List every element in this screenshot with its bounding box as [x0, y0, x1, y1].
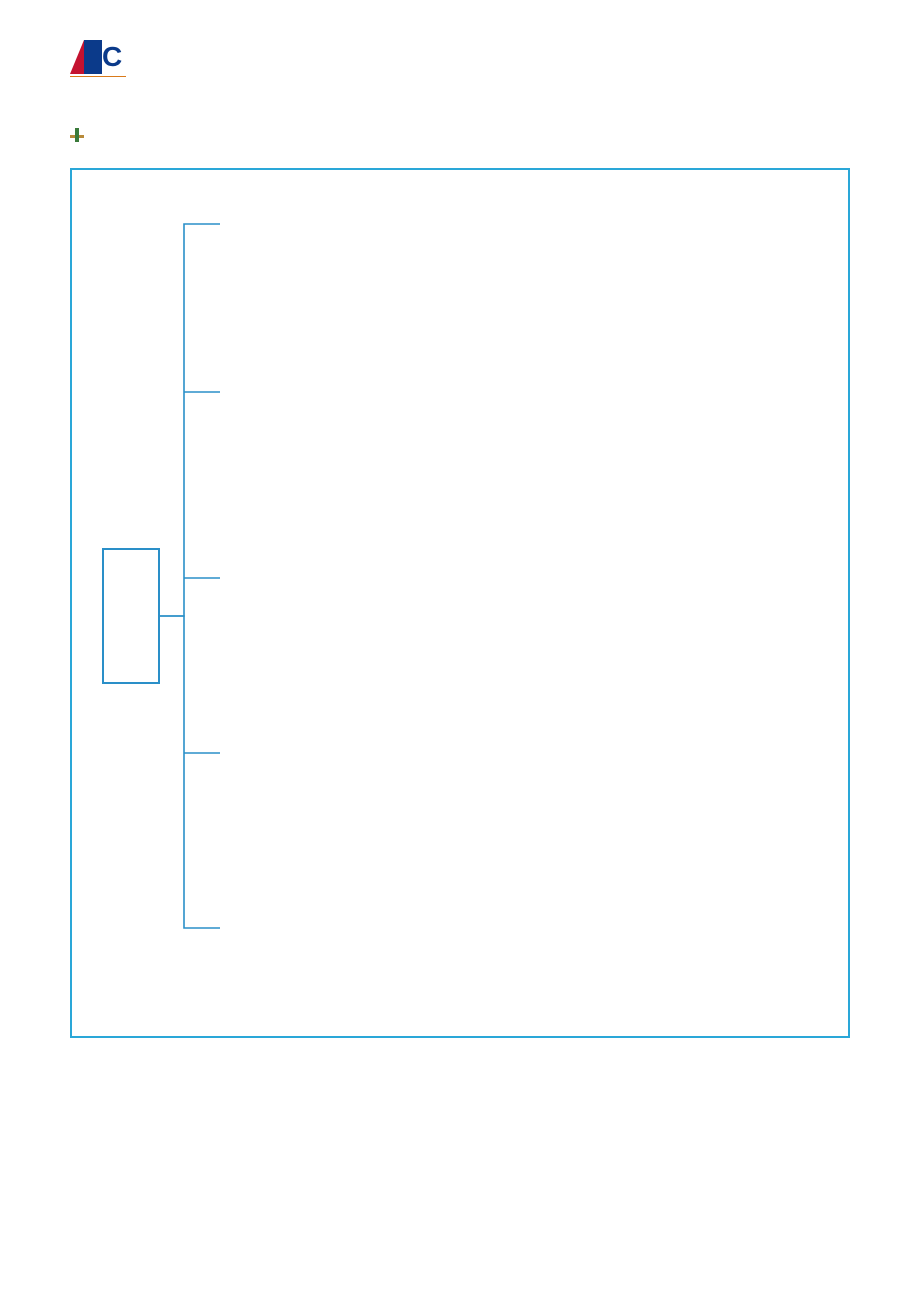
- page-header: C: [70, 40, 850, 78]
- logo-main: C: [70, 40, 126, 74]
- sample-distribution-diagram: [70, 168, 850, 1038]
- logo-subtitle: [70, 76, 126, 78]
- site-logo: C: [70, 40, 126, 78]
- logo-red-shape: [70, 40, 84, 74]
- logo-mark: [70, 40, 102, 74]
- root-node: [102, 548, 160, 684]
- logo-c-letter: C: [102, 41, 122, 73]
- logo-blue-shape: [84, 40, 102, 74]
- bullet-icon: [70, 128, 84, 142]
- document-page: C: [0, 0, 920, 1098]
- section-header: [70, 128, 850, 142]
